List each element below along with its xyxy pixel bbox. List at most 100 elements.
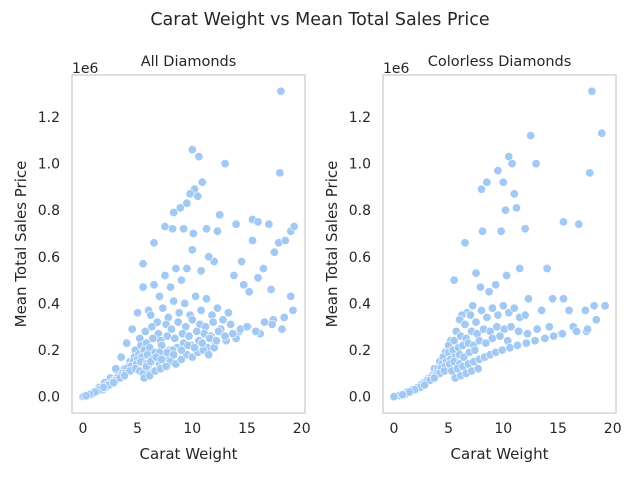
data-point — [460, 238, 470, 248]
data-point — [171, 263, 181, 273]
data-point — [389, 392, 399, 402]
y-tick-label: 0.0 — [38, 390, 60, 406]
data-point — [497, 345, 507, 355]
data-point — [532, 324, 542, 334]
data-point — [192, 326, 202, 336]
x-tick-label: 0 — [78, 421, 87, 437]
data-point — [476, 305, 486, 315]
data-point — [244, 287, 254, 297]
data-point — [197, 338, 207, 348]
data-point — [158, 303, 168, 313]
data-point — [498, 301, 508, 311]
data-point — [495, 331, 505, 341]
data-point — [258, 263, 268, 273]
data-point — [175, 203, 185, 213]
data-point — [120, 371, 130, 381]
x-axis-label: Carat Weight — [451, 445, 549, 463]
data-point — [482, 312, 492, 322]
data-point — [196, 266, 206, 276]
data-point — [530, 336, 540, 346]
data-point — [196, 305, 206, 315]
data-point — [266, 284, 276, 294]
data-point — [218, 315, 228, 325]
y-ticks: 0.0 0.2 0.4 0.6 0.8 1.0 1.2 — [38, 110, 60, 406]
y-tick-label: 0.6 — [349, 250, 371, 266]
data-point — [449, 275, 459, 285]
data-point — [526, 131, 536, 141]
points-layer — [78, 86, 299, 402]
x-tick-label: 15 — [238, 421, 256, 437]
y-tick-label: 0.4 — [38, 296, 60, 312]
data-point — [193, 191, 203, 201]
data-point — [496, 226, 506, 236]
data-point — [558, 217, 568, 227]
data-point — [493, 310, 503, 320]
data-point — [170, 333, 180, 343]
subplot-title: Colorless Diamonds — [428, 54, 572, 70]
data-point — [279, 312, 289, 322]
data-point — [168, 224, 178, 234]
data-point — [591, 315, 601, 325]
data-point — [583, 324, 593, 334]
y-tick-label: 0.8 — [349, 203, 371, 219]
data-point — [187, 315, 197, 325]
data-point — [188, 229, 198, 239]
data-point — [267, 319, 277, 329]
data-point — [587, 86, 597, 96]
plot-frame — [382, 74, 617, 414]
data-point — [574, 219, 584, 229]
data-point — [572, 326, 582, 336]
data-point — [275, 168, 285, 178]
data-point — [161, 361, 171, 371]
data-point — [184, 331, 194, 341]
data-point — [140, 326, 150, 336]
data-point — [557, 329, 567, 339]
data-point — [242, 322, 252, 332]
y-tick-label: 1.0 — [349, 157, 371, 173]
data-point — [514, 326, 524, 336]
y-offset-label: 1e6 — [383, 61, 410, 77]
data-point — [259, 317, 269, 327]
data-point — [185, 189, 195, 199]
data-point — [269, 247, 279, 257]
data-point — [214, 326, 224, 336]
data-point — [162, 331, 172, 341]
data-point — [239, 280, 249, 290]
data-point — [213, 226, 223, 236]
x-ticks: 0 5 10 15 20 — [78, 421, 310, 437]
data-point — [465, 310, 475, 320]
data-point — [99, 382, 109, 392]
data-point — [482, 177, 492, 187]
data-point — [226, 319, 236, 329]
data-point — [190, 343, 200, 353]
data-point — [549, 331, 559, 341]
data-point — [481, 338, 491, 348]
data-point — [537, 305, 547, 315]
data-point — [429, 373, 439, 383]
data-point — [470, 345, 480, 355]
data-point — [511, 203, 521, 213]
data-point — [439, 366, 449, 376]
data-point — [542, 263, 552, 273]
data-point — [174, 308, 184, 318]
data-point — [521, 338, 531, 348]
data-point — [507, 159, 517, 169]
data-point — [506, 322, 516, 332]
data-point — [512, 340, 522, 350]
data-point — [149, 238, 159, 248]
data-point — [449, 336, 459, 346]
data-point — [211, 336, 221, 346]
data-point — [187, 145, 197, 155]
data-point — [597, 128, 607, 138]
data-point — [157, 354, 167, 364]
y-tick-label: 0.6 — [38, 250, 60, 266]
data-point — [220, 331, 230, 341]
x-tick-label: 20 — [604, 421, 622, 437]
data-point — [522, 329, 532, 339]
data-point — [277, 324, 287, 334]
data-point — [146, 310, 156, 320]
data-point — [202, 294, 212, 304]
y-axis-label: Mean Total Sales Price — [12, 161, 30, 328]
data-point — [276, 86, 286, 96]
